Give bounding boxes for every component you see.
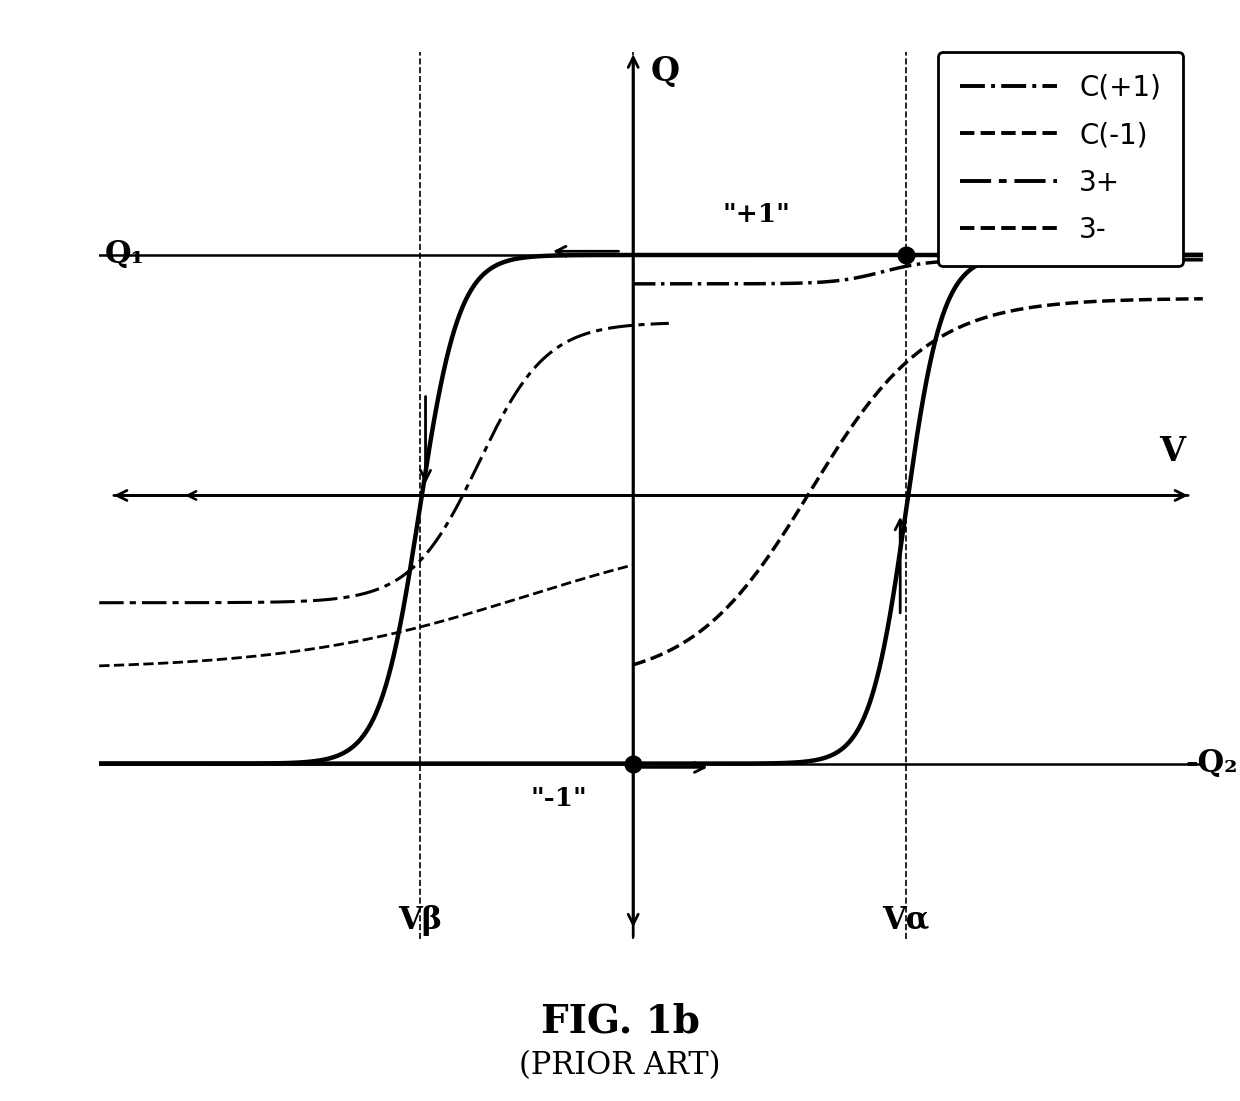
3+: [423, 543, 438, 556]
3+: [126, 596, 141, 609]
C(+1): [1080, 253, 1095, 266]
C(-1): [1195, 292, 1210, 305]
3+: [583, 326, 598, 339]
3-: [552, 579, 567, 592]
3-: [92, 659, 107, 673]
3+: [523, 366, 538, 379]
3-: [626, 558, 641, 571]
C(+1): [1195, 253, 1210, 266]
Line: 3-: 3-: [99, 565, 634, 666]
3+: [92, 596, 107, 609]
C(-1): [856, 404, 870, 417]
Text: Q: Q: [651, 55, 680, 88]
Line: 3+: 3+: [99, 324, 668, 602]
3+: [438, 521, 453, 534]
3-: [402, 623, 417, 636]
Text: Vα: Vα: [883, 905, 930, 936]
C(-1): [1080, 295, 1095, 308]
C(-1): [1070, 296, 1085, 309]
C(-1): [626, 658, 641, 672]
Text: "+1": "+1": [722, 203, 790, 227]
3-: [497, 597, 512, 610]
3+: [661, 317, 676, 330]
C(-1): [877, 378, 892, 391]
Text: V: V: [1159, 435, 1185, 468]
C(+1): [1017, 253, 1032, 266]
C(+1): [1070, 253, 1085, 266]
C(-1): [1017, 302, 1032, 315]
Line: C(+1): C(+1): [634, 260, 1203, 284]
C(+1): [877, 265, 892, 279]
Line: C(-1): C(-1): [634, 298, 1203, 665]
Text: -Q₂: -Q₂: [1185, 749, 1238, 780]
3-: [124, 658, 139, 672]
3-: [415, 620, 430, 633]
C(-1): [684, 631, 699, 644]
3-: [432, 615, 446, 629]
C(+1): [684, 277, 699, 291]
3+: [455, 490, 470, 503]
Text: "-1": "-1": [529, 786, 587, 810]
Text: (PRIOR ART): (PRIOR ART): [520, 1050, 720, 1081]
C(+1): [626, 277, 641, 291]
C(+1): [856, 270, 870, 283]
Text: FIG. 1b: FIG. 1b: [541, 1002, 699, 1040]
Legend: C(+1), C(-1), 3+, 3-: C(+1), C(-1), 3+, 3-: [937, 52, 1183, 266]
Text: Vβ: Vβ: [398, 905, 441, 936]
Text: Q₁: Q₁: [105, 240, 145, 271]
